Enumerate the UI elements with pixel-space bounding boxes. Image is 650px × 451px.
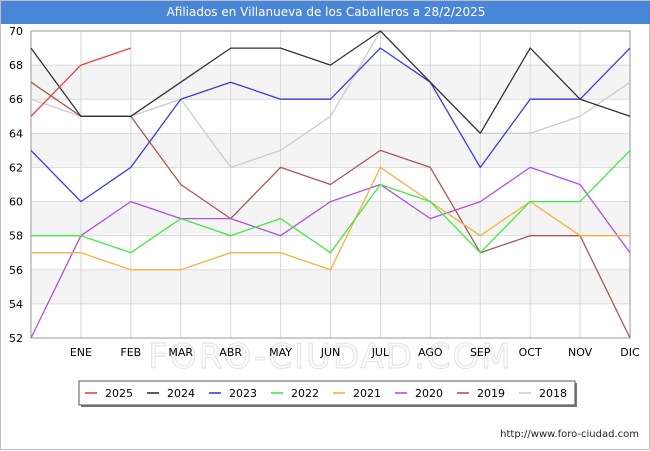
series-line-2020 [30,166,631,339]
x-tick-label: JUN [320,346,341,359]
x-tick-label: DIC [620,346,640,359]
x-tick-label: NOV [568,346,593,359]
chart-title: Afiliados en Villanueva de los Caballero… [1,1,650,24]
x-tick-label: MAR [168,346,193,359]
series-line-2022 [31,149,631,254]
y-tick-label: 58 [9,230,23,243]
legend-label-2020: 2020 [415,387,443,400]
legend-label-2022: 2022 [291,387,319,400]
series-line-2025 [30,47,132,117]
y-tick-label: 70 [9,25,23,38]
source-url: http://www.foro-ciudad.com [500,429,639,440]
y-tick-label: 56 [9,264,23,277]
legend-box [78,380,576,406]
x-tick-label: ENE [70,346,92,359]
y-tick-label: 52 [9,332,23,345]
x-tick-label: OCT [519,346,542,359]
legend-label-2021: 2021 [353,387,381,400]
series-line-2024 [30,30,631,134]
legend-label-2023: 2023 [229,387,257,400]
legend-label-2018: 2018 [539,387,567,400]
x-tick-label: AGO [418,346,443,359]
x-tick-label: FEB [120,346,141,359]
x-tick-label: MAY [269,346,292,359]
x-tick-label: ABR [219,346,242,359]
y-tick-label: 54 [9,298,23,311]
watermark-text: FORO-CIUDAD.COM [148,337,512,377]
y-tick-label: 62 [9,161,23,174]
series-line-2023 [30,47,631,203]
legend-label-2024: 2024 [167,387,195,400]
y-tick-label: 60 [9,196,23,209]
y-tick-label: 66 [9,93,23,106]
legend-label-2019: 2019 [477,387,505,400]
x-tick-label: SEP [470,346,491,359]
y-tick-label: 64 [9,127,23,140]
x-tick-label: JUL [371,346,390,359]
legend-label-2025: 2025 [105,387,133,400]
plot-area-border [30,30,631,339]
y-tick-label: 68 [9,59,23,72]
